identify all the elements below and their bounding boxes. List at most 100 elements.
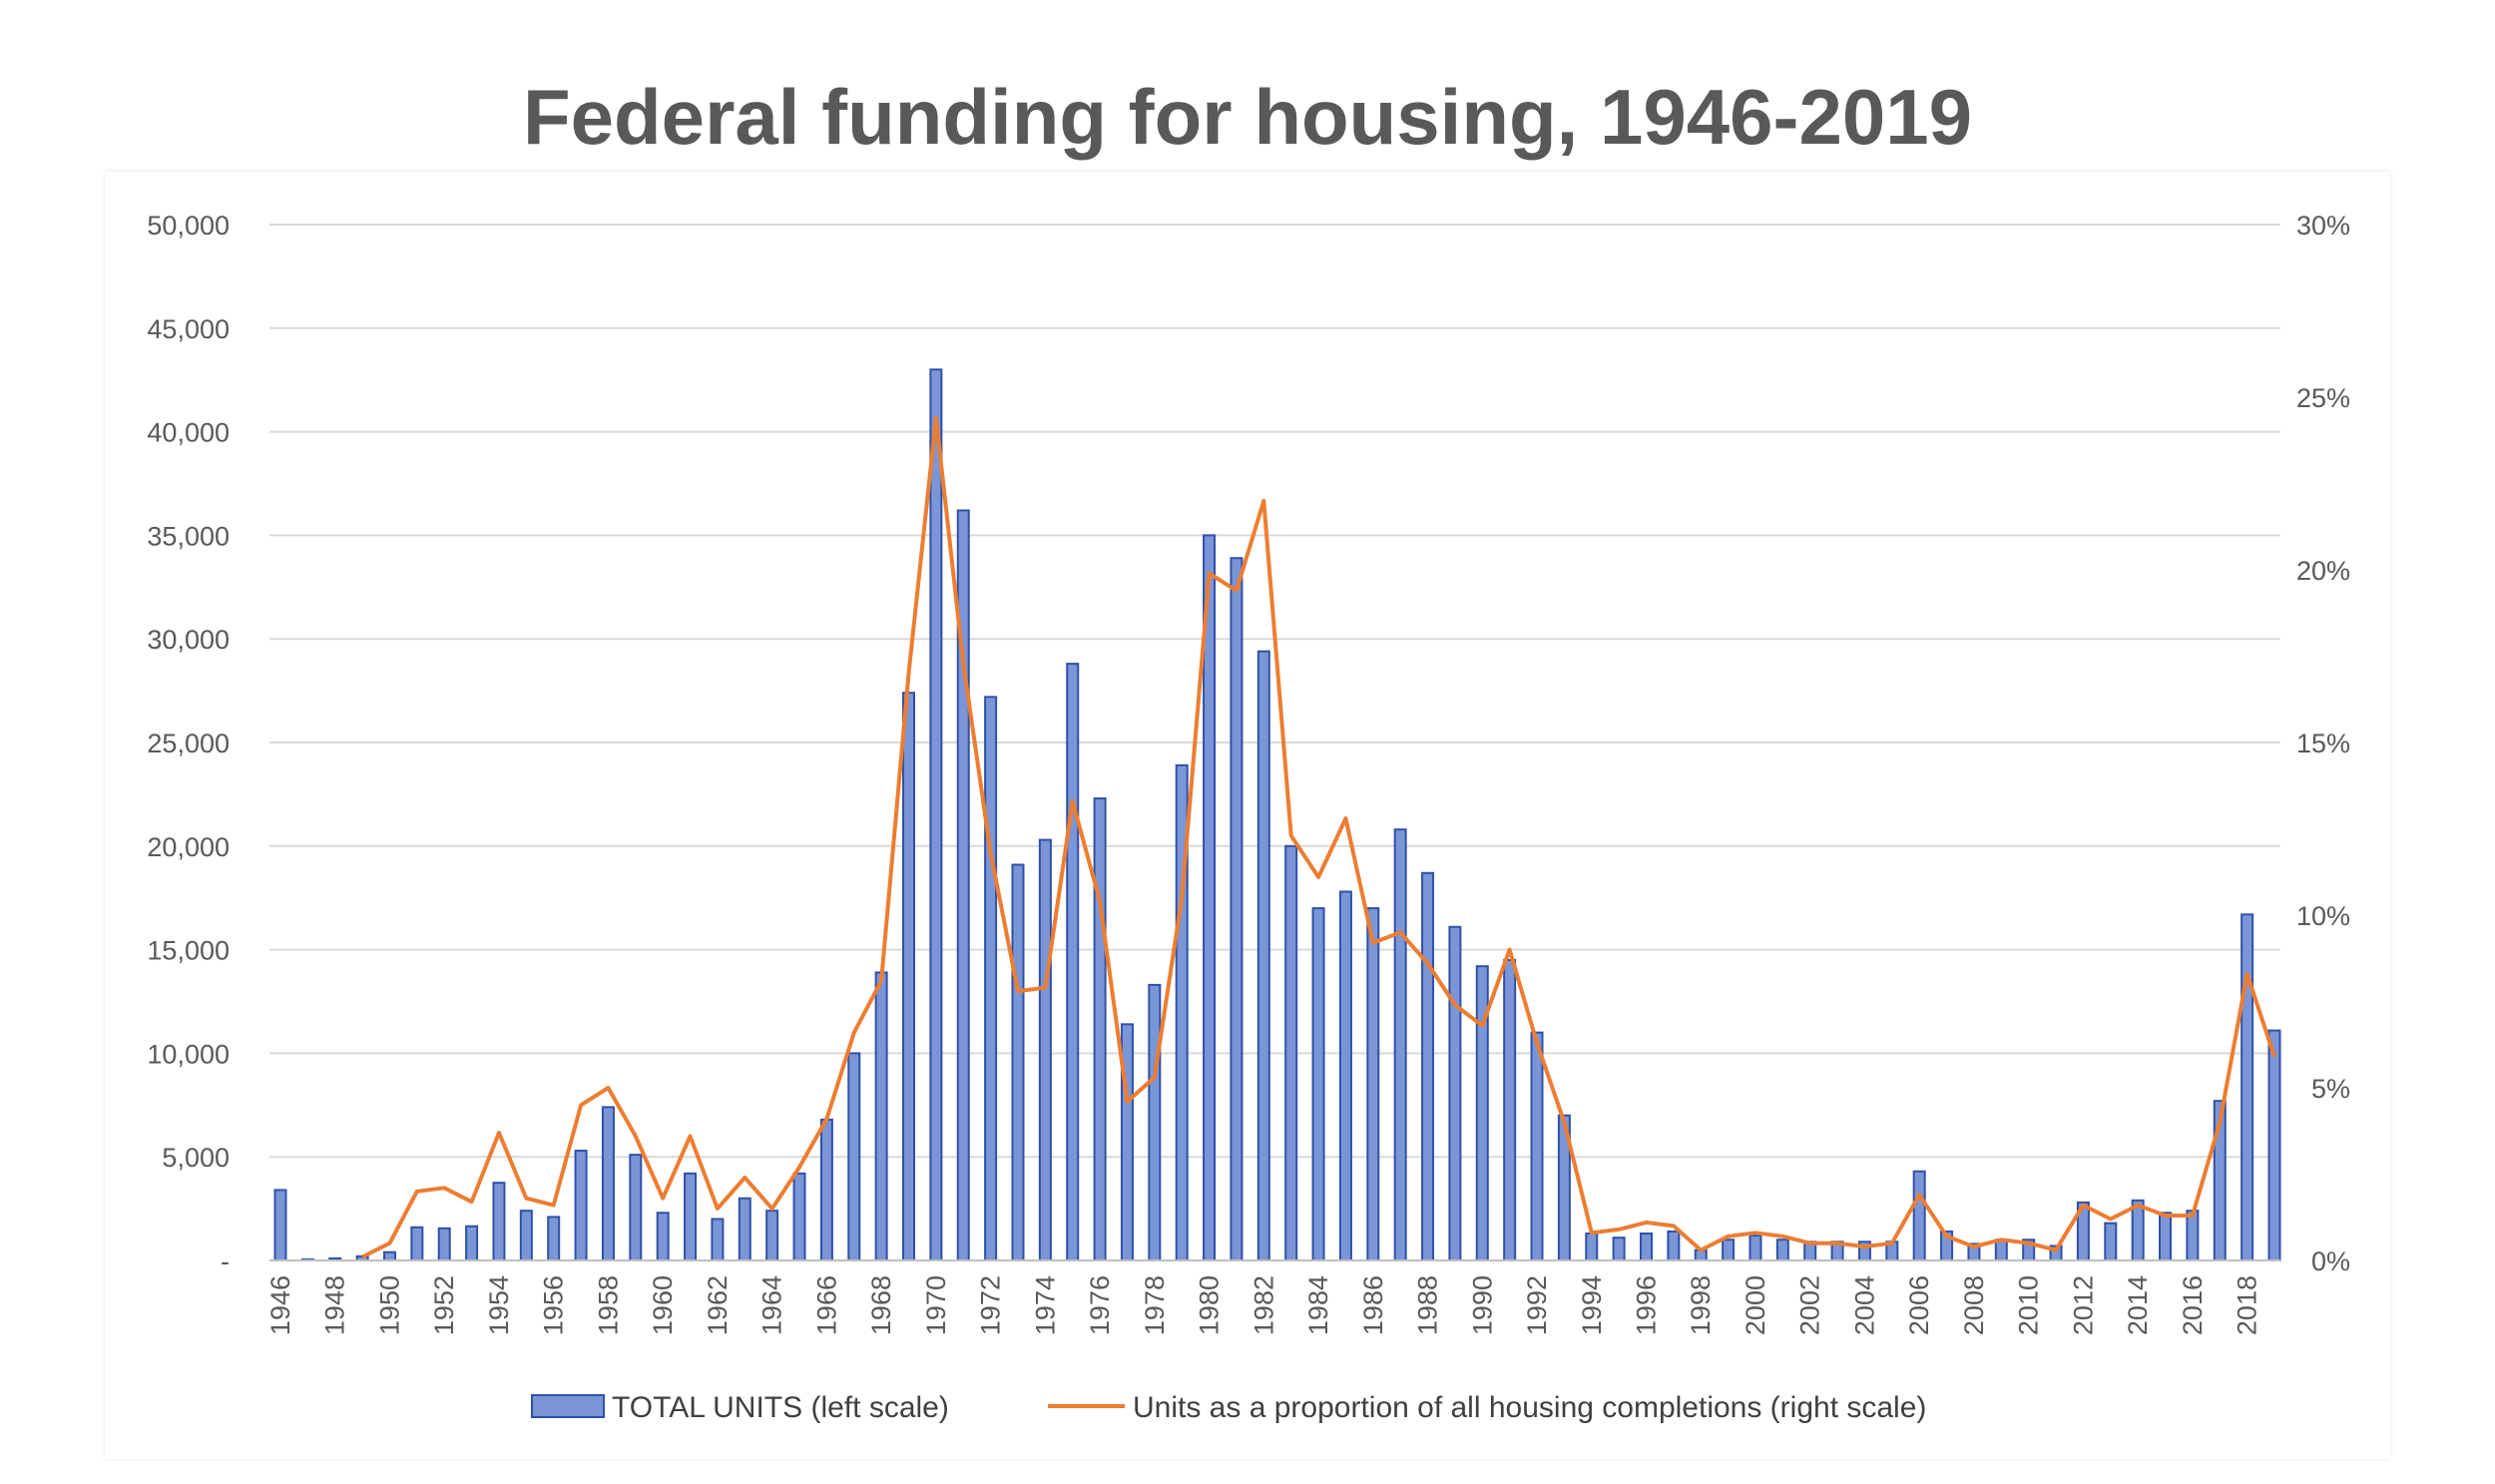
legend-label-total-units: TOTAL UNITS (left scale) <box>612 1391 949 1424</box>
x-tick-label: 1962 <box>703 1275 733 1335</box>
x-tick-label: 1996 <box>1631 1275 1661 1335</box>
left-tick-label: 35,000 <box>147 521 230 551</box>
bar-1992 <box>1530 1031 1544 1262</box>
x-tick-label: 1986 <box>1358 1275 1388 1335</box>
bar-1980 <box>1203 534 1217 1261</box>
bar-1999 <box>1722 1238 1736 1261</box>
x-tick-label: 1950 <box>374 1275 404 1335</box>
bar-1959 <box>629 1154 643 1262</box>
bar-1965 <box>792 1172 806 1261</box>
x-tick-label: 2004 <box>1849 1275 1879 1335</box>
left-tick-label: 10,000 <box>147 1039 230 1069</box>
x-tick-label: 1946 <box>265 1275 295 1335</box>
bar-2016 <box>2186 1210 2200 1262</box>
bar-1946 <box>273 1189 287 1262</box>
bar-1982 <box>1256 650 1270 1261</box>
x-tick-label: 2006 <box>1904 1275 1934 1335</box>
right-tick-label: 0% <box>2311 1246 2350 1276</box>
bar-2000 <box>1748 1235 1762 1262</box>
x-tick-label: 1998 <box>1686 1275 1716 1335</box>
bar-1969 <box>902 692 916 1261</box>
left-axis: - 5,000 10,000 15,000 20,000 25,000 30,000 35,0… <box>147 211 230 1276</box>
bar-2001 <box>1775 1238 1789 1261</box>
bar-1958 <box>601 1106 615 1261</box>
x-tick-label: 1980 <box>1195 1275 1225 1335</box>
x-tick-label: 1960 <box>648 1275 678 1335</box>
x-tick-label: 1948 <box>320 1275 350 1335</box>
bar-1954 <box>492 1182 506 1262</box>
bar-1951 <box>410 1226 424 1262</box>
bar-1961 <box>684 1172 698 1261</box>
x-tick-label: 1954 <box>484 1275 514 1335</box>
x-tick-label: 1990 <box>1467 1275 1497 1335</box>
x-tick-label: 1970 <box>921 1275 951 1335</box>
left-tick-label: - <box>221 1246 230 1276</box>
left-tick-label: 30,000 <box>147 625 230 655</box>
right-tick-label: 5% <box>2311 1074 2350 1104</box>
right-axis: 0% 5% 10% 15% 20% 25% 30% <box>2296 211 2350 1276</box>
bar-1987 <box>1393 828 1407 1262</box>
bar-1966 <box>819 1118 833 1261</box>
x-tick-label: 1984 <box>1303 1275 1333 1335</box>
bar-1962 <box>711 1218 725 1261</box>
left-tick-label: 40,000 <box>147 418 230 448</box>
bar-1996 <box>1639 1233 1653 1261</box>
bar-1972 <box>984 696 998 1261</box>
left-tick-label: 25,000 <box>147 729 230 758</box>
left-tick-label: 15,000 <box>147 936 230 966</box>
x-tick-label: 1968 <box>866 1275 896 1335</box>
x-tick-label: 2014 <box>2123 1275 2153 1335</box>
bar-2006 <box>1912 1170 1926 1261</box>
bar-1953 <box>465 1225 479 1261</box>
x-tick-label: 1992 <box>1522 1275 1552 1335</box>
bar-1988 <box>1421 871 1435 1262</box>
right-tick-label: 20% <box>2296 556 2350 586</box>
bar-1983 <box>1284 844 1298 1261</box>
x-tick-label: 1974 <box>1030 1275 1060 1335</box>
x-tick-label: 2016 <box>2178 1275 2208 1335</box>
x-tick-label: 1982 <box>1248 1275 1278 1335</box>
bar-1955 <box>519 1210 533 1262</box>
chart-svg: - 5,000 10,000 15,000 20,000 25,000 30,000 35,0… <box>147 211 2350 1424</box>
line-series-proportion <box>361 415 2276 1259</box>
bar-1997 <box>1667 1230 1681 1262</box>
bar-2014 <box>2131 1199 2145 1262</box>
x-tick-label: 1966 <box>811 1275 841 1335</box>
proportion-line <box>361 415 2276 1259</box>
x-axis: 1946 1948 1950 1952 1954 1956 1958 1960 1962 1964… <box>265 1259 2280 1335</box>
bar-1957 <box>574 1149 588 1261</box>
bar-2019 <box>2267 1029 2281 1262</box>
x-tick-label: 1956 <box>539 1275 569 1335</box>
x-tick-label: 1972 <box>976 1275 1006 1335</box>
bar-1994 <box>1585 1233 1599 1261</box>
x-tick-label: 1994 <box>1577 1275 1607 1335</box>
bar-1974 <box>1038 838 1052 1262</box>
bar-series-total-units <box>273 368 2281 1262</box>
bar-1985 <box>1338 890 1352 1261</box>
bar-1978 <box>1148 983 1162 1262</box>
bar-1976 <box>1093 797 1107 1261</box>
bar-1968 <box>874 971 888 1261</box>
left-tick-label: 20,000 <box>147 832 230 862</box>
bar-1991 <box>1503 958 1517 1261</box>
bar-2009 <box>1994 1238 2008 1261</box>
left-tick-label: 50,000 <box>147 211 230 241</box>
bar-1973 <box>1011 863 1025 1261</box>
bar-2018 <box>2241 913 2254 1261</box>
x-tick-label: 2012 <box>2068 1275 2098 1335</box>
right-tick-label: 10% <box>2296 901 2350 931</box>
bar-1960 <box>656 1212 670 1261</box>
x-tick-label: 1952 <box>429 1275 459 1335</box>
bar-1981 <box>1230 557 1244 1261</box>
chart-title: Federal funding for housing, 1946-2019 <box>523 73 1972 161</box>
x-tick-label: 2008 <box>1959 1275 1989 1335</box>
bar-2015 <box>2159 1212 2173 1261</box>
x-tick-label: 2002 <box>1795 1275 1825 1335</box>
bar-1952 <box>437 1227 451 1262</box>
bar-1984 <box>1311 907 1325 1262</box>
legend-swatch-total-units <box>531 1394 605 1418</box>
legend-label-proportion: Units as a proportion of all housing com… <box>1133 1391 1926 1424</box>
bar-1967 <box>847 1052 861 1262</box>
chart-panel: - 5,000 10,000 15,000 20,000 25,000 30,000 35,0… <box>105 172 2390 1459</box>
x-tick-label: 1978 <box>1140 1275 1170 1335</box>
